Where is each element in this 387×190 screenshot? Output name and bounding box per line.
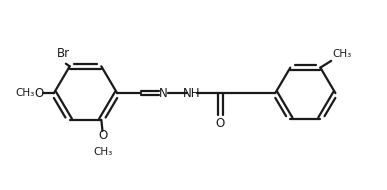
Text: CH₃: CH₃ (94, 147, 113, 157)
Text: NH: NH (182, 87, 200, 100)
Text: O: O (34, 87, 44, 100)
Text: Br: Br (57, 47, 70, 60)
Text: N: N (159, 87, 168, 100)
Text: O: O (99, 129, 108, 142)
Text: CH₃: CH₃ (333, 49, 352, 59)
Text: O: O (216, 116, 225, 130)
Text: CH₃: CH₃ (15, 88, 34, 98)
